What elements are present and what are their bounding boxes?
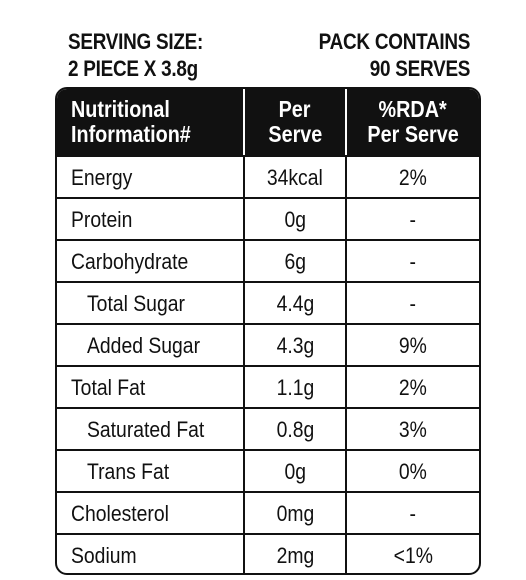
per-serve-value: 1.1g	[243, 367, 345, 409]
serving-size-label: SERVING SIZE:	[68, 29, 204, 54]
per-serve-value: 0.8g	[243, 409, 345, 451]
column-header-rda-line1: %RDA*	[378, 96, 448, 122]
rda-value: <1%	[345, 535, 479, 573]
rda-value: 9%	[345, 325, 479, 367]
column-header-rda-line2: Per Serve	[367, 121, 459, 147]
table-row: Carbohydrate 6g -	[57, 239, 479, 283]
rda-value: -	[345, 241, 479, 283]
pack-contains-block: PACK CONTAINS 90 SERVES	[294, 28, 470, 82]
nutrient-name: Saturated Fat	[87, 417, 205, 442]
per-serve-value: 0mg	[243, 493, 345, 535]
nutrient-name: Sodium	[71, 543, 137, 568]
table-row: Total Fat 1.1g 2%	[57, 365, 479, 409]
nutrient-name: Protein	[71, 207, 133, 232]
table-row: Cholesterol 0mg -	[57, 491, 479, 535]
rda-value: 0%	[345, 451, 479, 493]
table-row: Energy 34kcal 2%	[57, 155, 479, 199]
table-row: Total Sugar 4.4g -	[57, 281, 479, 325]
nutrient-name: Trans Fat	[87, 459, 170, 484]
serving-size-block: SERVING SIZE: 2 PIECE X 3.8g	[68, 28, 225, 82]
pack-contains-label: PACK CONTAINS	[318, 29, 470, 54]
column-header-nutrient-line2: Information#	[71, 121, 191, 147]
serving-header: SERVING SIZE: 2 PIECE X 3.8g PACK CONTAI…	[68, 28, 470, 84]
rda-value: 2%	[345, 367, 479, 409]
nutrient-name: Carbohydrate	[71, 249, 189, 274]
rda-value: 2%	[345, 157, 479, 199]
per-serve-value: 34kcal	[243, 157, 345, 199]
table-row: Added Sugar 4.3g 9%	[57, 323, 479, 367]
per-serve-value: 0g	[243, 451, 345, 493]
per-serve-value: 2mg	[243, 535, 345, 573]
rda-value: -	[345, 493, 479, 535]
table-row: Saturated Fat 0.8g 3%	[57, 407, 479, 451]
nutrient-name: Energy	[71, 165, 133, 190]
rda-value: -	[345, 283, 479, 325]
table-row: Sodium 2mg <1%	[57, 533, 479, 573]
pack-contains-value: 90 SERVES	[369, 56, 471, 81]
column-header-per-serve: Per Serve	[243, 89, 345, 155]
table-row: Protein 0g -	[57, 197, 479, 241]
per-serve-value: 4.4g	[243, 283, 345, 325]
nutrition-table: Nutritional Information# Per Serve %RDA*…	[55, 87, 481, 575]
table-header-row: Nutritional Information# Per Serve %RDA*…	[57, 89, 479, 155]
nutrient-name: Total Fat	[71, 375, 146, 400]
column-header-per-serve-line2: Serve	[268, 121, 322, 147]
serving-size-value: 2 PIECE X 3.8g	[68, 56, 198, 81]
column-header-nutrient: Nutritional Information#	[57, 89, 243, 155]
per-serve-value: 4.3g	[243, 325, 345, 367]
rda-value: 3%	[345, 409, 479, 451]
column-header-rda: %RDA* Per Serve	[345, 89, 479, 155]
nutrient-name: Total Sugar	[87, 291, 185, 316]
table-row: Trans Fat 0g 0%	[57, 449, 479, 493]
rda-value: -	[345, 199, 479, 241]
column-header-per-serve-line1: Per	[279, 96, 311, 122]
per-serve-value: 0g	[243, 199, 345, 241]
nutrient-name: Added Sugar	[87, 333, 201, 358]
column-header-nutrient-line1: Nutritional	[71, 96, 170, 122]
nutrient-name: Cholesterol	[71, 501, 169, 526]
per-serve-value: 6g	[243, 241, 345, 283]
